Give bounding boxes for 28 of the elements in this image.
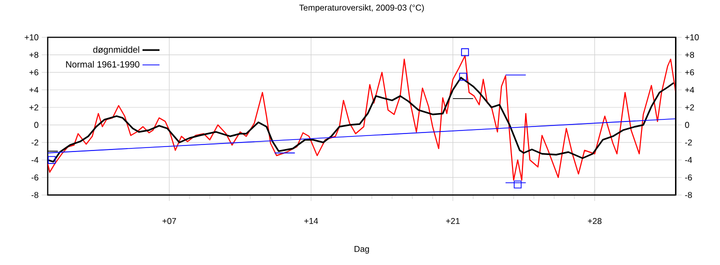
y2-tick-label: -4 <box>685 157 692 163</box>
y2-tick-label: +6 <box>685 69 694 76</box>
y2-tick-label: -8 <box>685 192 692 198</box>
x-axis-title: Dag <box>354 246 369 254</box>
y-tick-label: -4 <box>32 157 38 163</box>
y-tick-label: -2 <box>32 139 38 146</box>
x-tick-label: +21 <box>446 218 460 224</box>
y-tick-label: -6 <box>32 174 38 180</box>
y-tick-label: +8 <box>29 52 38 58</box>
x-tick-label: +28 <box>588 218 602 224</box>
y2-tick-label: -6 <box>685 174 692 180</box>
x-tick-label: +14 <box>304 218 318 224</box>
y-tick-label: +10 <box>24 34 38 40</box>
legend-label: døgnmiddel <box>93 46 140 55</box>
y-tick-label: +6 <box>29 69 38 76</box>
y2-tick-label: +10 <box>685 34 699 40</box>
y2-tick-label: +8 <box>685 52 694 58</box>
y2-tick-label: 0 <box>685 122 690 128</box>
y-tick-label: +2 <box>29 104 38 110</box>
legend-label: Normal 1961-1990 <box>66 60 140 68</box>
chart-title: Temperaturoversikt, 2009-03 (°C) <box>299 4 424 12</box>
y2-tick-label: +4 <box>685 86 694 93</box>
y-tick-label: -8 <box>32 192 38 198</box>
y2-tick-label: -2 <box>685 139 692 146</box>
x-tick-label: +07 <box>162 218 176 224</box>
y2-tick-label: +2 <box>685 104 694 110</box>
y-tick-label: 0 <box>34 122 38 128</box>
y-tick-label: +4 <box>29 86 38 93</box>
